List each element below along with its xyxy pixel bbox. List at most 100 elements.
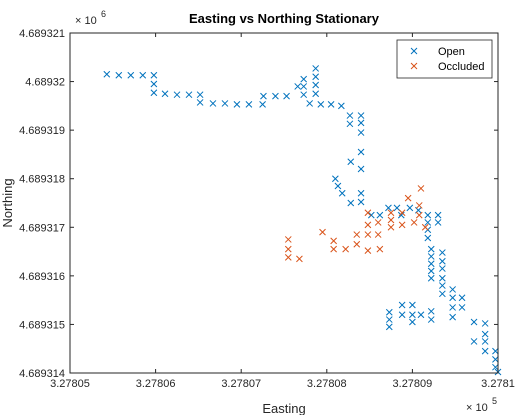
- x-tick-label: 3.27805: [50, 378, 90, 390]
- open-point: [357, 112, 365, 119]
- y-tick-label: 4.68932: [25, 77, 65, 89]
- open-point: [481, 330, 489, 338]
- open-point: [439, 265, 446, 272]
- open-point: [259, 101, 266, 108]
- x-exponent-base: × 10: [466, 402, 488, 414]
- open-point: [449, 304, 456, 311]
- open-point: [346, 112, 354, 119]
- legend-label-open: Open: [438, 46, 465, 58]
- open-point: [357, 189, 365, 197]
- open-point: [338, 189, 346, 197]
- open-point: [439, 282, 446, 289]
- open-point: [103, 70, 111, 78]
- occluded-point: [387, 209, 395, 217]
- open-point: [439, 290, 446, 298]
- open-point: [317, 101, 325, 108]
- occluded-point: [342, 245, 349, 253]
- x-exponent-power: 5: [492, 396, 497, 406]
- open-point: [449, 313, 456, 321]
- open-point: [481, 347, 489, 355]
- open-point: [397, 211, 405, 219]
- open-point: [406, 204, 414, 212]
- open-point: [233, 101, 241, 108]
- open-point: [424, 211, 432, 219]
- open-point: [346, 120, 354, 128]
- occluded-point: [374, 231, 382, 238]
- x-tick-label: 3.27806: [136, 378, 176, 390]
- y-tick-label: 4.689314: [19, 368, 65, 380]
- open-point: [221, 100, 229, 107]
- occluded-point: [353, 240, 361, 248]
- legend-marker-open: [410, 47, 418, 55]
- occluded-point: [398, 209, 406, 217]
- open-point: [427, 274, 435, 282]
- x-tick-label: 3.27809: [393, 378, 433, 390]
- occluded-point: [330, 245, 338, 253]
- occluded-point: [417, 185, 425, 192]
- legend: Open Occluded: [396, 39, 493, 79]
- open-point: [492, 363, 499, 371]
- open-point: [427, 307, 435, 315]
- open-point: [312, 73, 320, 81]
- open-point: [398, 301, 406, 309]
- open-point: [458, 304, 466, 311]
- x-tick-label: 3.27808: [307, 378, 347, 390]
- open-point: [347, 158, 355, 166]
- plot-area: [70, 33, 498, 373]
- occluded-point: [284, 236, 292, 243]
- occluded-point: [415, 202, 423, 209]
- open-point: [245, 101, 253, 108]
- open-point: [185, 91, 193, 99]
- y-axis-label: Northing: [0, 178, 15, 227]
- open-point: [427, 316, 435, 323]
- occluded-point: [387, 216, 395, 224]
- open-point: [272, 92, 279, 100]
- occluded-point: [364, 209, 372, 217]
- open-point: [300, 75, 308, 83]
- open-point: [337, 102, 345, 110]
- open-point: [470, 338, 478, 345]
- open-point: [357, 148, 365, 156]
- occluded-point: [364, 221, 372, 229]
- open-point: [492, 356, 499, 363]
- open-point: [357, 198, 365, 206]
- open-point: [439, 249, 446, 256]
- occluded-point: [364, 231, 372, 238]
- open-point: [427, 260, 435, 268]
- open-point: [150, 80, 158, 88]
- open-point: [385, 316, 393, 323]
- y-exponent-power: 6: [101, 9, 106, 19]
- occluded-point: [284, 254, 292, 261]
- open-point: [332, 175, 339, 183]
- open-point: [357, 165, 365, 173]
- series-open: [103, 65, 502, 376]
- open-point: [417, 311, 425, 319]
- open-point: [449, 294, 456, 302]
- open-point: [139, 71, 147, 79]
- open-point: [209, 100, 217, 107]
- y-tick-label: 4.689316: [19, 271, 65, 283]
- open-point: [334, 182, 342, 190]
- x-exponent: × 10 5: [466, 396, 497, 414]
- open-point: [312, 65, 320, 72]
- open-point: [492, 347, 499, 355]
- open-point: [470, 318, 478, 326]
- open-point: [347, 199, 355, 207]
- y-tick-label: 4.689319: [19, 125, 65, 137]
- open-point: [376, 211, 384, 219]
- open-point: [161, 90, 169, 98]
- occluded-point: [376, 245, 384, 253]
- open-point: [458, 294, 466, 302]
- open-point: [196, 91, 204, 99]
- open-point: [260, 92, 267, 100]
- x-tick-label: 3.27807: [221, 378, 261, 390]
- series-occluded: [284, 185, 429, 263]
- open-point: [409, 311, 416, 319]
- open-point: [449, 286, 456, 293]
- occluded-point: [353, 231, 361, 238]
- open-point: [150, 71, 158, 79]
- open-point: [196, 99, 204, 106]
- open-point: [385, 323, 393, 331]
- open-point: [427, 267, 435, 275]
